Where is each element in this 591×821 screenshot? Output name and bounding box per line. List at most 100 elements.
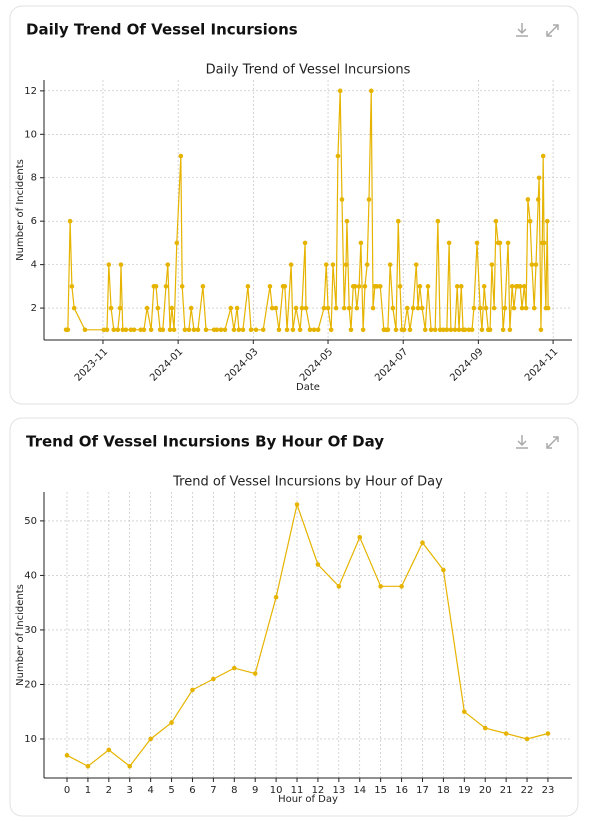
x-tick-label: 3: [127, 785, 133, 796]
x-tick-label: 18: [437, 785, 450, 796]
data-point: [228, 305, 234, 311]
data-point: [346, 305, 352, 311]
data-point: [106, 747, 112, 753]
data-point: [111, 327, 117, 333]
data-point: [544, 218, 550, 224]
data-point: [302, 240, 308, 246]
y-tick-label: 50: [24, 516, 37, 527]
data-point: [253, 327, 259, 333]
data-point: [190, 687, 195, 693]
data-point: [395, 218, 401, 224]
data-point: [519, 305, 525, 311]
data-point: [535, 197, 541, 202]
data-point: [448, 327, 454, 333]
data-point: [397, 284, 403, 289]
data-point: [284, 327, 290, 333]
x-tick-label: 20: [479, 785, 492, 796]
data-point: [521, 284, 527, 289]
data-point: [471, 305, 477, 311]
data-point: [368, 88, 374, 94]
data-point: [360, 327, 366, 333]
y-tick-label: 6: [31, 216, 37, 227]
data-point: [82, 327, 88, 333]
data-point: [335, 153, 341, 159]
data-point: [477, 305, 483, 311]
data-point: [297, 327, 303, 333]
data-point: [167, 327, 173, 333]
data-point: [155, 305, 161, 311]
data-point: [446, 240, 452, 246]
data-point: [533, 262, 539, 267]
data-point: [141, 327, 147, 333]
data-point: [174, 240, 180, 246]
data-point: [483, 305, 489, 311]
data-point: [144, 305, 150, 311]
data-point: [529, 262, 535, 267]
data-point: [252, 671, 258, 676]
data-point: [364, 262, 370, 267]
data-point: [456, 327, 462, 333]
data-point: [153, 284, 159, 289]
data-point: [425, 284, 431, 289]
expand-icon[interactable]: [546, 24, 559, 37]
x-tick-label: 5: [168, 785, 174, 796]
data-point: [128, 327, 134, 333]
data-point: [315, 327, 321, 333]
data-point: [303, 305, 309, 311]
data-point: [509, 284, 515, 289]
y-tick-label: 2: [31, 303, 37, 314]
data-point: [479, 327, 485, 333]
data-point: [160, 327, 166, 333]
data-point: [415, 305, 421, 311]
data-point: [240, 327, 246, 333]
y-axis-label: Number of Incidents: [15, 584, 26, 686]
data-point: [343, 262, 349, 267]
expand-icon[interactable]: [546, 436, 559, 449]
data-point: [131, 327, 137, 333]
data-point: [115, 327, 121, 333]
data-point: [169, 305, 175, 311]
data-point: [511, 305, 517, 311]
data-point: [200, 284, 206, 289]
data-point: [354, 305, 360, 311]
x-tick-label: 23: [542, 785, 555, 796]
data-point: [337, 88, 343, 94]
data-point: [231, 665, 237, 671]
data-point: [452, 327, 458, 333]
data-point: [491, 305, 497, 311]
download-icon[interactable]: [516, 435, 528, 449]
x-tick-label: 21: [500, 785, 513, 796]
x-tick-label: 9: [252, 785, 258, 796]
data-point: [120, 327, 126, 333]
data-point: [299, 305, 305, 311]
x-tick-label: 15: [374, 785, 387, 796]
data-point: [127, 763, 133, 769]
x-tick-label: 19: [458, 785, 471, 796]
data-point: [330, 262, 336, 267]
data-point: [104, 327, 110, 333]
x-tick-label: 4: [147, 785, 153, 796]
data-point: [466, 327, 472, 333]
data-point: [378, 584, 383, 589]
data-point: [428, 327, 434, 333]
data-point: [366, 197, 372, 202]
data-point: [315, 562, 321, 567]
data-point: [269, 305, 275, 311]
data-point: [505, 240, 511, 246]
x-axis-label: Date: [296, 382, 320, 393]
data-point: [487, 327, 493, 333]
data-point: [517, 284, 523, 289]
data-point: [203, 327, 209, 333]
data-point: [462, 709, 467, 715]
data-point: [148, 736, 153, 742]
data-point: [236, 327, 242, 333]
download-icon[interactable]: [516, 23, 528, 37]
data-point: [356, 284, 362, 289]
data-point: [441, 567, 446, 573]
data-point: [188, 305, 194, 311]
data-point: [245, 284, 251, 289]
data-point: [502, 305, 508, 311]
data-point: [336, 584, 342, 589]
data-point: [523, 305, 529, 311]
card-title: Trend Of Vessel Incursions By Hour Of Da…: [26, 433, 384, 451]
